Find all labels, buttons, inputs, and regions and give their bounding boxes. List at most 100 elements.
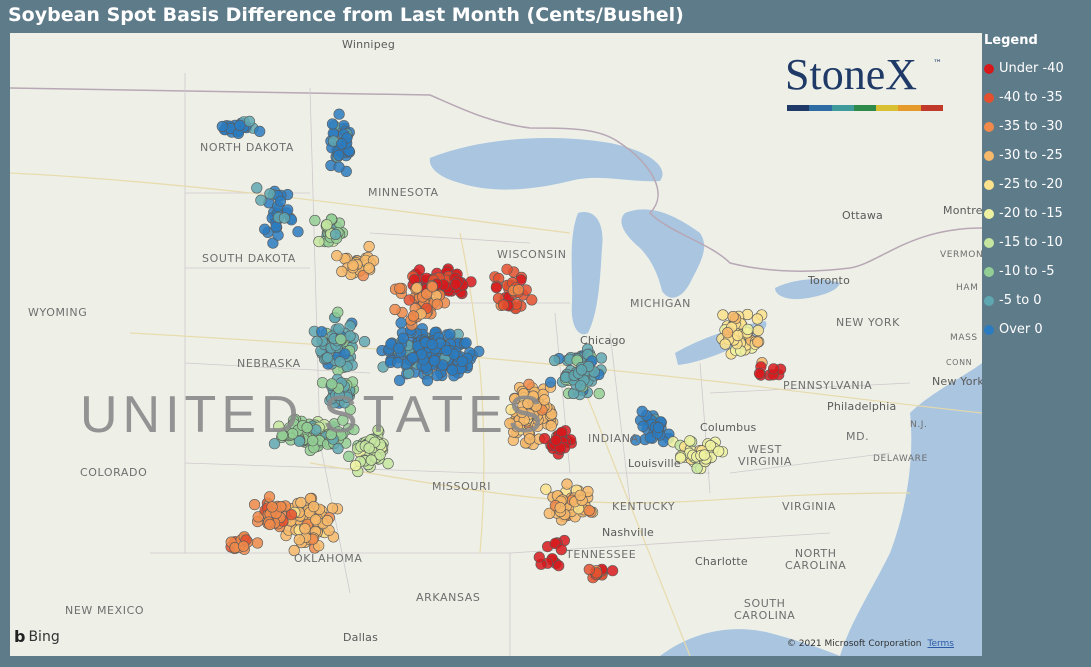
logo-bar-segment (920, 105, 943, 111)
basis-point (310, 514, 322, 526)
basis-point (636, 405, 648, 418)
state-label-south-dakota: SOUTH DAKOTA (202, 252, 296, 265)
legend-color-dot (984, 92, 994, 103)
logo-trademark: ™ (933, 59, 942, 69)
logo-wordmark: StoneX (785, 50, 917, 99)
state-label-west-virginia: WEST VIRGINIA (738, 443, 792, 468)
legend-item[interactable]: Over 0 (984, 315, 1091, 344)
basis-point (336, 265, 348, 278)
bing-icon: b (14, 627, 26, 646)
basis-point (504, 417, 516, 429)
legend-color-dot (984, 324, 994, 335)
basis-point (274, 195, 287, 207)
basis-point (321, 515, 334, 527)
state-label-minnesota: MINNESOTA (368, 186, 439, 199)
page-title: Soybean Spot Basis Difference from Last … (8, 4, 684, 26)
basis-point (742, 323, 754, 336)
basis-point (543, 507, 555, 520)
basis-point (544, 376, 557, 388)
terms-link[interactable]: Terms (927, 639, 954, 649)
legend-item[interactable]: -25 to -20 (984, 170, 1091, 199)
basis-point (267, 237, 279, 249)
legend-item[interactable]: -20 to -15 (984, 199, 1091, 228)
basis-point (583, 563, 595, 576)
basis-point (522, 397, 534, 410)
basis-point (429, 355, 441, 367)
basis-points (216, 108, 787, 584)
legend-panel: Legend Under -40 -40 to -35 -35 to -30 -30 … (984, 33, 1091, 344)
basis-point (717, 309, 729, 321)
logo-bar-segment (876, 105, 899, 111)
logo-bar-segment (809, 105, 832, 111)
basis-point (753, 367, 766, 380)
basis-point (497, 299, 510, 311)
basis-point (333, 161, 345, 173)
legend-item[interactable]: -35 to -30 (984, 112, 1091, 141)
basis-point (374, 449, 386, 461)
basis-point (431, 298, 443, 310)
legend-item[interactable]: -15 to -10 (984, 228, 1091, 257)
legend-title: Legend (984, 33, 1038, 48)
basis-point (335, 333, 347, 345)
basis-point (698, 449, 711, 461)
basis-point (326, 378, 338, 390)
basis-point (460, 337, 472, 349)
city-label-new-york: New York (932, 375, 982, 388)
legend-item[interactable]: -30 to -25 (984, 141, 1091, 170)
basis-point (538, 394, 551, 406)
copyright-text: © 2021 Microsoft Corporation (786, 639, 922, 649)
legend-item[interactable]: -5 to 0 (984, 286, 1091, 315)
basis-point (444, 328, 456, 340)
legend-item[interactable]: -40 to -35 (984, 83, 1091, 112)
basis-point (555, 544, 568, 556)
basis-point (583, 504, 595, 517)
logo-bar-segment (898, 105, 921, 111)
basis-point (308, 501, 320, 513)
basis-point (325, 428, 337, 441)
city-label-dallas: Dallas (343, 631, 378, 644)
legend-item-label: Under -40 (999, 61, 1064, 76)
map-canvas[interactable]: UNITED STATES Winnipeg NORTH DAKOTA MINN… (10, 33, 982, 656)
basis-point (234, 119, 246, 131)
basis-point (276, 429, 288, 442)
basis-point (216, 120, 228, 133)
state-label-delaware: DELAWARE (873, 454, 928, 464)
basis-point (456, 355, 468, 368)
state-label-vermont: VERMON (940, 250, 982, 260)
basis-point (526, 294, 538, 306)
state-label-colorado: COLORADO (80, 466, 148, 479)
basis-point (238, 540, 250, 552)
country-label: UNITED STATES (80, 386, 548, 444)
basis-point (347, 259, 359, 271)
basis-point (251, 182, 263, 194)
basis-point (278, 212, 291, 224)
lake-michigan (571, 212, 603, 335)
basis-point (595, 352, 608, 364)
basis-point (721, 327, 734, 339)
state-label-new-mexico: NEW MEXICO (65, 604, 145, 617)
basis-point (652, 422, 665, 434)
legend-item[interactable]: -10 to -5 (984, 257, 1091, 286)
basis-point (336, 138, 348, 150)
state-label-missouri: MISSOURI (432, 480, 492, 493)
legend-color-dot (984, 295, 994, 306)
basis-point (524, 433, 536, 445)
basis-point (268, 438, 281, 450)
legend-item[interactable]: Under -40 (984, 54, 1091, 83)
basis-point (243, 115, 256, 127)
basis-point (637, 420, 649, 432)
basis-point (540, 483, 552, 495)
basis-point (382, 458, 394, 470)
basis-point (350, 460, 362, 472)
state-label-south-carolina: SOUTH CAROLINA (734, 597, 796, 622)
basis-point (450, 278, 462, 290)
basis-point (512, 284, 525, 296)
logo-bar-segment (853, 105, 877, 111)
basis-point (392, 357, 404, 369)
basis-point (426, 281, 438, 293)
basis-point (403, 294, 415, 306)
logo-bar-segment (831, 105, 854, 111)
legend-color-dot (984, 121, 994, 132)
basis-point (389, 303, 401, 316)
basis-point (574, 489, 586, 501)
